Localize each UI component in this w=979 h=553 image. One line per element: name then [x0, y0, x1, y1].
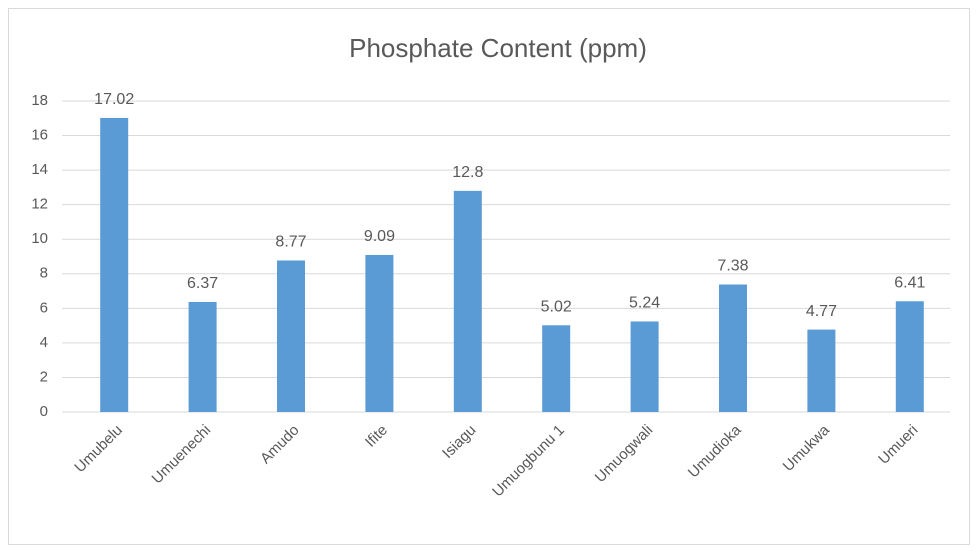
data-label: 9.09 [364, 228, 395, 245]
data-label: 5.02 [541, 298, 572, 315]
y-tick-label: 4 [40, 334, 48, 351]
bar [188, 301, 217, 412]
y-tick-label: 0 [40, 403, 48, 420]
y-tick-label: 14 [31, 161, 48, 178]
data-label: 7.38 [717, 258, 748, 275]
bar [895, 301, 924, 412]
chart-border [8, 8, 970, 545]
y-tick-label: 12 [31, 196, 48, 213]
y-tick-label: 8 [40, 265, 48, 282]
y-tick-label: 18 [31, 92, 48, 109]
bar [719, 284, 747, 412]
data-label: 5.24 [629, 295, 660, 312]
bar [100, 117, 129, 412]
y-tick-label: 2 [40, 368, 48, 385]
y-tick-label: 6 [40, 299, 48, 316]
data-label: 17.02 [94, 91, 134, 108]
bar [542, 325, 571, 412]
y-tick-label: 16 [31, 127, 48, 144]
bar [807, 329, 836, 412]
bar [365, 254, 394, 412]
data-label: 4.77 [806, 303, 837, 320]
data-label: 6.37 [187, 275, 218, 292]
bar [277, 260, 305, 412]
data-label: 8.77 [275, 234, 306, 251]
data-label: 12.8 [452, 164, 483, 181]
data-label: 6.41 [894, 274, 925, 291]
chart-title: Phosphate Content (ppm) [349, 33, 647, 63]
bar [630, 321, 659, 412]
y-tick-label: 10 [31, 230, 48, 247]
bar [453, 190, 482, 412]
